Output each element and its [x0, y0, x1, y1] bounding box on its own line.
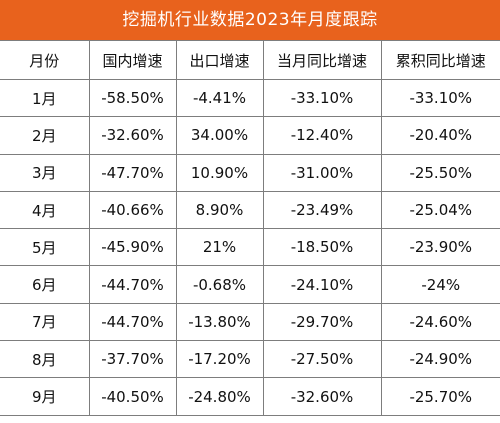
table-row: 5月 -45.90% 21% -18.50% -23.90% — [0, 228, 500, 267]
cell-domestic-growth: -40.50% — [88, 377, 177, 416]
cell-month: 9月 — [0, 377, 90, 416]
cell-cumulative-yoy-growth: -25.04% — [380, 190, 500, 230]
cell-month: 4月 — [0, 190, 90, 230]
cell-domestic-growth: -44.70% — [88, 265, 177, 304]
cell-cumulative-yoy-growth: -20.40% — [380, 116, 500, 155]
cell-export-growth: 10.90% — [175, 153, 264, 192]
cell-month: 1月 — [0, 78, 90, 118]
cell-month: 7月 — [0, 302, 90, 342]
cell-domestic-growth: -32.60% — [88, 116, 177, 155]
header-domestic-growth: 国内增速 — [88, 40, 177, 80]
table-row: 1月 -58.50% -4.41% -33.10% -33.10% — [0, 78, 500, 118]
cell-monthly-yoy-growth: -31.00% — [262, 153, 382, 192]
header-export-growth: 出口增速 — [175, 40, 264, 80]
cell-monthly-yoy-growth: -18.50% — [262, 228, 382, 267]
header-monthly-yoy-growth: 当月同比增速 — [262, 40, 382, 80]
cell-month: 8月 — [0, 340, 90, 379]
table-row: 6月 -44.70% -0.68% -24.10% -24% — [0, 265, 500, 304]
cell-month: 6月 — [0, 265, 90, 304]
cell-monthly-yoy-growth: -24.10% — [262, 265, 382, 304]
cell-month: 5月 — [0, 228, 90, 267]
header-month: 月份 — [0, 40, 90, 80]
cell-domestic-growth: -58.50% — [88, 78, 177, 118]
cell-cumulative-yoy-growth: -23.90% — [380, 228, 500, 267]
cell-domestic-growth: -40.66% — [88, 190, 177, 230]
cell-cumulative-yoy-growth: -25.50% — [380, 153, 500, 192]
cell-monthly-yoy-growth: -29.70% — [262, 302, 382, 342]
table-row: 2月 -32.60% 34.00% -12.40% -20.40% — [0, 116, 500, 155]
cell-export-growth: -0.68% — [175, 265, 264, 304]
cell-domestic-growth: -47.70% — [88, 153, 177, 192]
cell-cumulative-yoy-growth: -25.70% — [380, 377, 500, 416]
cell-export-growth: 8.90% — [175, 190, 264, 230]
table-row: 4月 -40.66% 8.90% -23.49% -25.04% — [0, 190, 500, 230]
cell-month: 3月 — [0, 153, 90, 192]
table-header-row: 月份 国内增速 出口增速 当月同比增速 累积同比增速 — [0, 40, 500, 80]
table-row: 7月 -44.70% -13.80% -29.70% -24.60% — [0, 302, 500, 342]
cell-monthly-yoy-growth: -12.40% — [262, 116, 382, 155]
cell-cumulative-yoy-growth: -24.90% — [380, 340, 500, 379]
cell-domestic-growth: -44.70% — [88, 302, 177, 342]
table-row: 8月 -37.70% -17.20% -27.50% -24.90% — [0, 340, 500, 379]
table-row: 9月 -40.50% -24.80% -32.60% -25.70% — [0, 377, 500, 416]
monthly-data-table: 月份 国内增速 出口增速 当月同比增速 累积同比增速 1月 -58.50% -4… — [0, 40, 500, 416]
cell-export-growth: 21% — [175, 228, 264, 267]
cell-cumulative-yoy-growth: -33.10% — [380, 78, 500, 118]
cell-export-growth: -17.20% — [175, 340, 264, 379]
table-title: 挖掘机行业数据2023年月度跟踪 — [0, 0, 500, 40]
cell-export-growth: -4.41% — [175, 78, 264, 118]
header-cumulative-yoy-growth: 累积同比增速 — [380, 40, 500, 80]
cell-cumulative-yoy-growth: -24.60% — [380, 302, 500, 342]
cell-export-growth: -13.80% — [175, 302, 264, 342]
cell-monthly-yoy-growth: -33.10% — [262, 78, 382, 118]
cell-monthly-yoy-growth: -27.50% — [262, 340, 382, 379]
cell-monthly-yoy-growth: -23.49% — [262, 190, 382, 230]
cell-monthly-yoy-growth: -32.60% — [262, 377, 382, 416]
cell-export-growth: 34.00% — [175, 116, 264, 155]
cell-domestic-growth: -45.90% — [88, 228, 177, 267]
cell-cumulative-yoy-growth: -24% — [380, 265, 500, 304]
cell-export-growth: -24.80% — [175, 377, 264, 416]
cell-domestic-growth: -37.70% — [88, 340, 177, 379]
table-row: 3月 -47.70% 10.90% -31.00% -25.50% — [0, 153, 500, 192]
cell-month: 2月 — [0, 116, 90, 155]
